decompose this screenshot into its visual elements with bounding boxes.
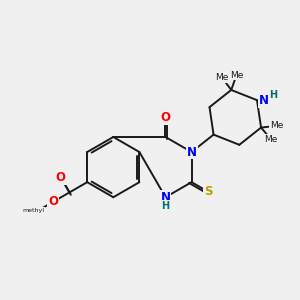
Text: N: N — [160, 191, 170, 204]
Text: Me: Me — [270, 121, 283, 130]
Text: N: N — [187, 146, 196, 158]
Text: Me: Me — [265, 135, 278, 144]
Text: Me: Me — [230, 71, 243, 80]
Text: H: H — [161, 201, 169, 211]
Text: N: N — [259, 94, 269, 107]
Text: O: O — [48, 195, 58, 208]
Text: S: S — [204, 185, 213, 199]
Text: O: O — [56, 171, 66, 184]
Text: H: H — [269, 90, 278, 100]
Text: O: O — [160, 111, 170, 124]
Text: methyl: methyl — [22, 208, 44, 212]
Text: Me: Me — [215, 73, 229, 82]
